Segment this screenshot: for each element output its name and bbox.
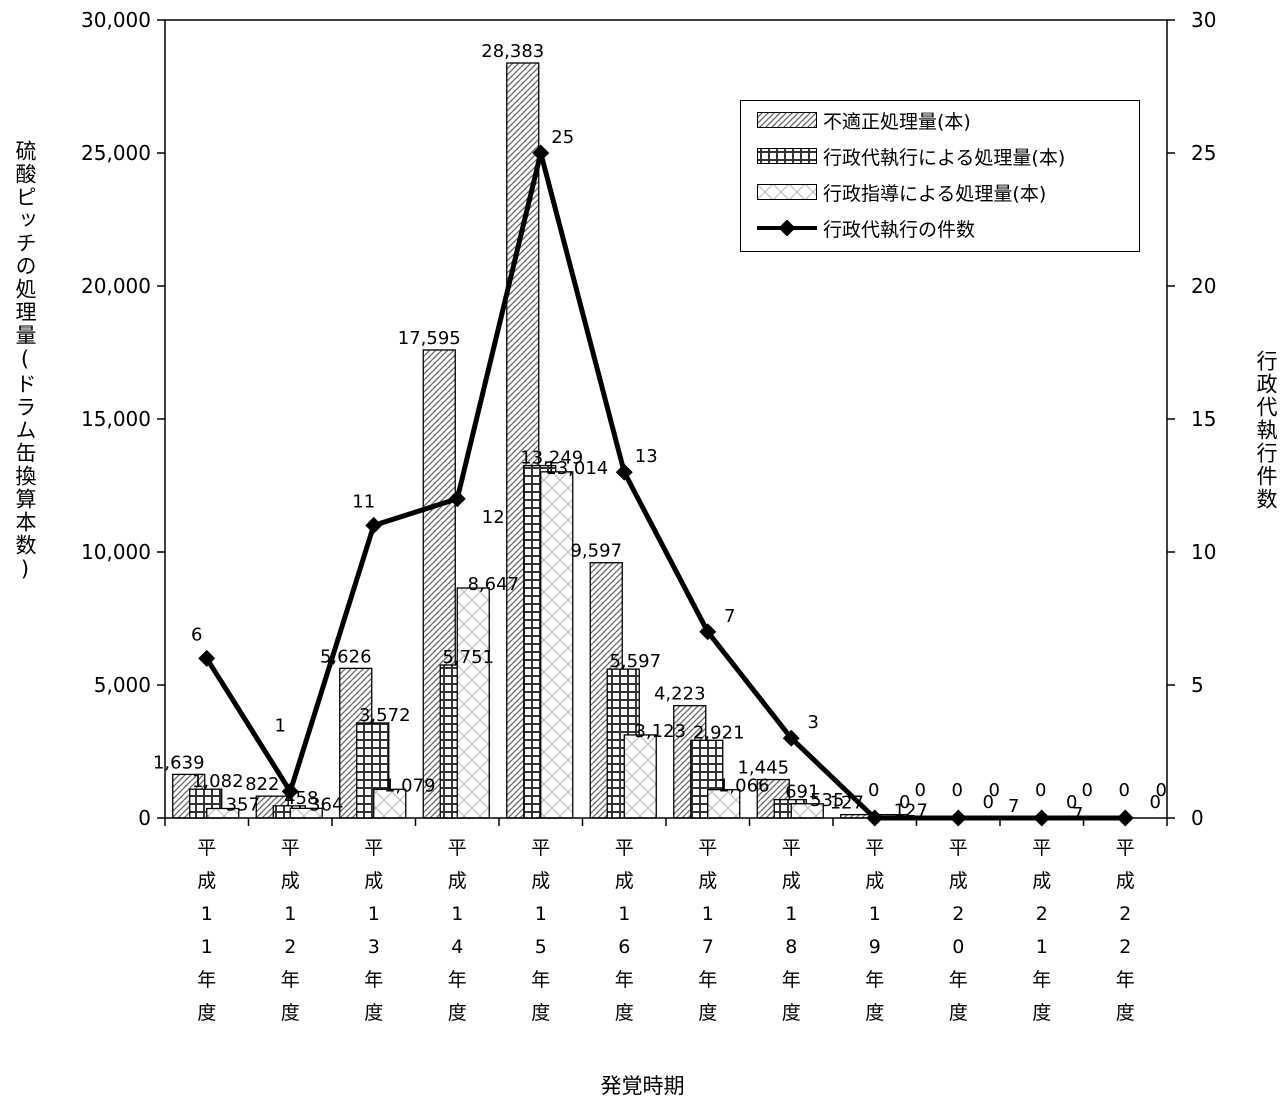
legend-item-count: 行政代執行の件数: [757, 215, 975, 241]
legend-label: 行政指導による処理量(本): [823, 179, 1046, 206]
bar-value-label: 1,079: [384, 775, 436, 796]
line-point: [1117, 810, 1134, 827]
bar-value-label: 17,595: [398, 328, 461, 349]
line-value-label: 0: [983, 792, 994, 813]
line-value-label: 0: [899, 792, 910, 813]
x-axis-title: 発覚時期: [0, 1070, 1285, 1100]
y-axis-title-left: 硫酸ピッチの処理量(ドラム缶換算本数): [14, 140, 35, 583]
y-tick-label-left: 20,000: [81, 274, 151, 298]
legend-item-improper: 不適正処理量(本): [757, 107, 971, 133]
legend-swatch-line: [757, 220, 817, 236]
y-axis-title-right: 行政代執行件数: [1255, 350, 1276, 511]
legend-label: 行政代執行による処理量(本): [823, 143, 1065, 170]
bar-value-label: 5,597: [609, 651, 661, 672]
bar-value-label: 8,647: [467, 574, 519, 595]
line-value-label: 12: [482, 507, 505, 528]
y-tick-label-left: 30,000: [81, 8, 151, 32]
bar-value-label: 822: [245, 774, 279, 795]
line-value-label: 6: [191, 624, 202, 645]
line-value-label: 3: [808, 712, 819, 733]
legend-swatch-grid: [757, 148, 817, 164]
y-tick-label-right: 30: [1191, 8, 1216, 32]
legend-item-guidance: 行政指導による処理量(本): [757, 179, 1046, 205]
bar-value-label: 7: [1008, 796, 1019, 817]
bar-value-label: 13,014: [545, 458, 608, 479]
y-tick-label-right: 10: [1191, 540, 1216, 564]
y-tick-label-right: 0: [1191, 806, 1204, 830]
y-tick-label-right: 25: [1191, 141, 1216, 165]
bar-guidance: [541, 472, 573, 818]
y-tick-label-right: 15: [1191, 407, 1216, 431]
bar-value-label: 9,597: [570, 541, 622, 562]
bar-value-label: 28,383: [481, 41, 544, 62]
y-tick-label-left: 10,000: [81, 540, 151, 564]
bar-value-label: 3,572: [359, 705, 411, 726]
line-value-label: 0: [1066, 792, 1077, 813]
bar-value-label: 1,066: [718, 776, 770, 797]
line-point: [616, 464, 633, 481]
line-value-label: 7: [724, 606, 735, 627]
y-tick-label-right: 20: [1191, 274, 1216, 298]
bar-guidance: [457, 588, 489, 818]
bar-value-label: 0: [868, 780, 879, 801]
line-value-label: 1: [275, 715, 286, 736]
bar-value-label: 0: [1035, 780, 1046, 801]
bar-value-label: 5,626: [320, 646, 372, 667]
legend-label: 行政代執行の件数: [823, 215, 975, 242]
line-point: [1033, 810, 1050, 827]
bar-value-label: 535: [810, 790, 844, 811]
bar-value-label: 0: [1119, 780, 1130, 801]
bar-value-label: 357: [226, 795, 260, 816]
y-tick-label-left: 5,000: [94, 673, 151, 697]
line-value-label: 0: [1150, 792, 1161, 813]
bar-value-label: 4,223: [654, 684, 706, 705]
bar-value-label: 364: [309, 794, 343, 815]
bar-value-label: 5,751: [442, 647, 494, 668]
line-point: [365, 517, 382, 534]
y-tick-label-left: 25,000: [81, 141, 151, 165]
line-value-label: 25: [551, 127, 574, 148]
legend-label: 不適正処理量(本): [823, 107, 971, 134]
bar-value-label: 0: [1082, 780, 1093, 801]
legend-item-execution: 行政代執行による処理量(本): [757, 143, 1065, 169]
y-tick-label-left: 0: [138, 806, 151, 830]
bar-value-label: 0: [915, 780, 926, 801]
y-tick-label-right: 5: [1191, 673, 1204, 697]
line-point: [950, 810, 967, 827]
legend-swatch-weave: [757, 184, 817, 200]
legend-swatch-diagonal: [757, 112, 817, 128]
y-tick-label-left: 15,000: [81, 407, 151, 431]
line-value-label: 11: [352, 491, 375, 512]
bar-guidance: [624, 735, 656, 818]
bar-value-label: 3,123: [634, 721, 686, 742]
line-value-label: 13: [635, 446, 658, 467]
bar-value-label: 0: [952, 780, 963, 801]
bar-value-label: 1,082: [192, 771, 244, 792]
legend: 不適正処理量(本) 行政代執行による処理量(本) 行政指導による処理量(本) 行…: [740, 100, 1140, 252]
bar-value-label: 2,921: [693, 722, 745, 743]
